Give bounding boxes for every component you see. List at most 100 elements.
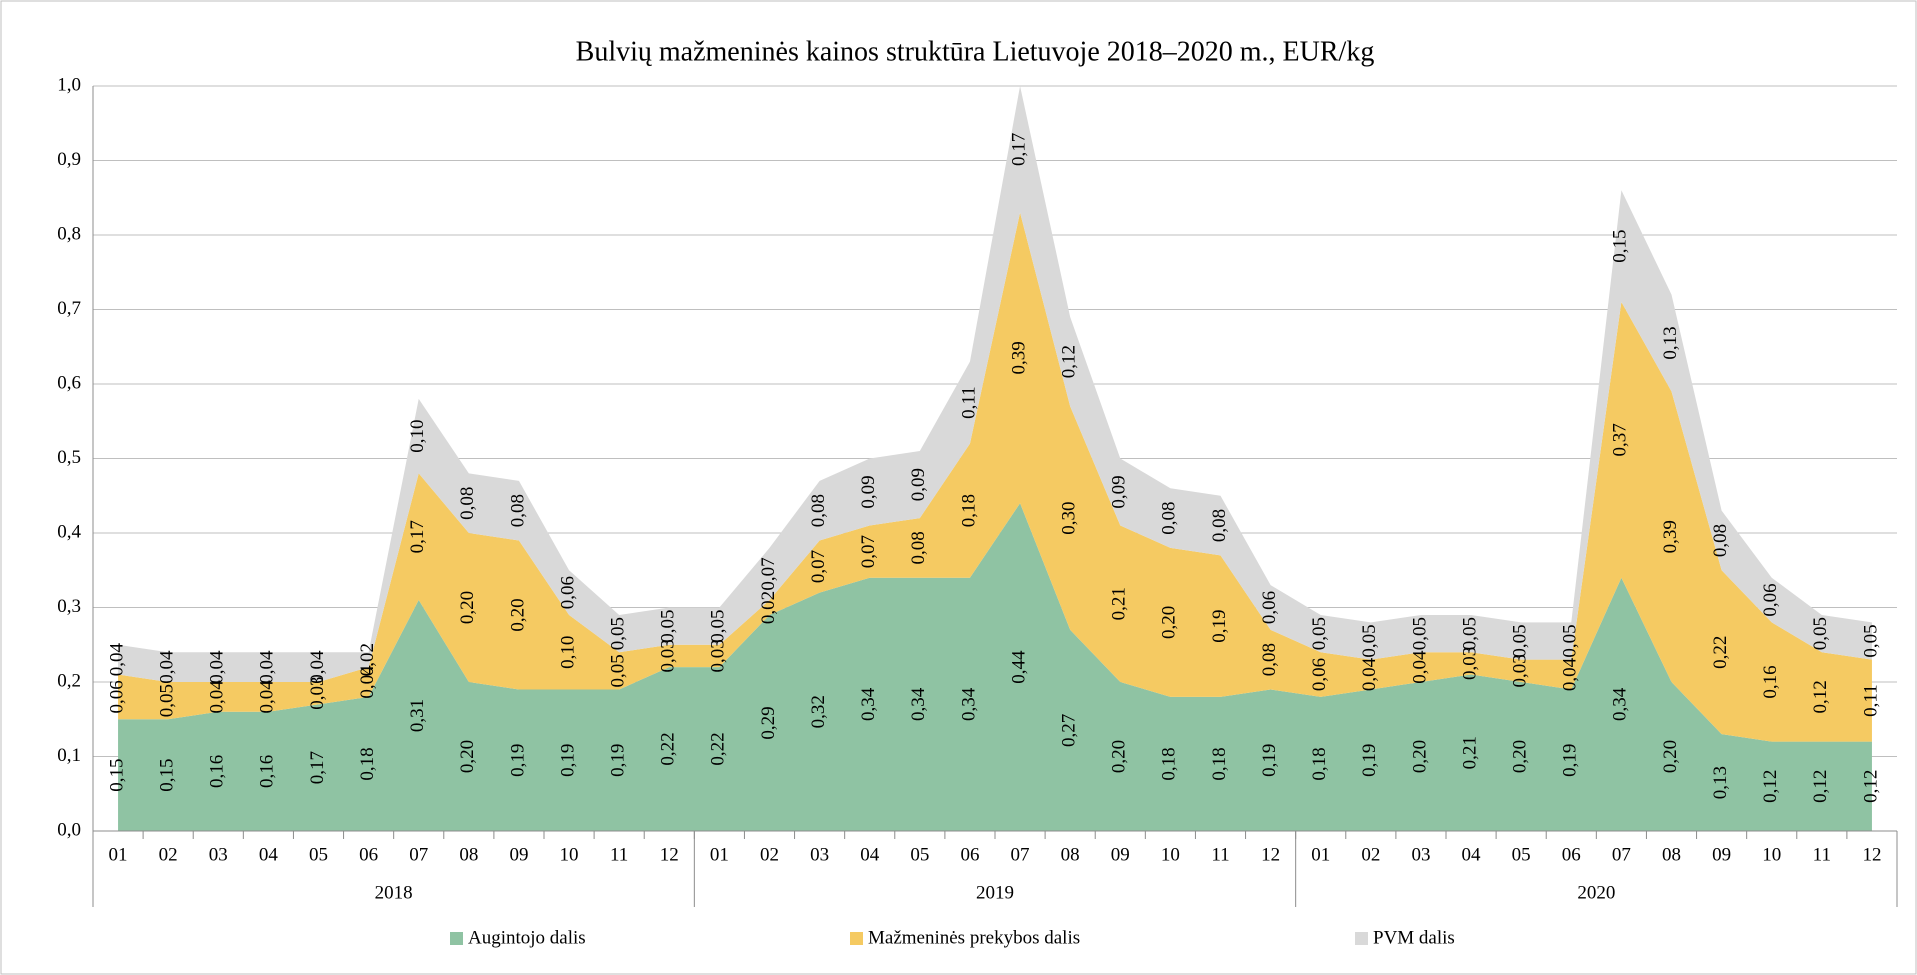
data-label: 0,04 <box>207 650 228 684</box>
x-tick-label: 06 <box>359 844 378 865</box>
data-label: 0,08 <box>1159 501 1180 534</box>
data-label: 0,12 <box>1810 680 1831 713</box>
x-tick-label: 12 <box>1862 844 1881 865</box>
x-tick-label: 02 <box>159 844 178 865</box>
x-group-label: 2020 <box>1577 882 1615 903</box>
data-label: 0,12 <box>1760 770 1781 803</box>
y-tick-label: 0,1 <box>57 745 81 766</box>
x-tick-label: 01 <box>1311 844 1330 865</box>
data-label: 0,21 <box>1459 736 1480 769</box>
x-tick-label: 04 <box>860 844 880 865</box>
x-tick-label: 04 <box>259 844 279 865</box>
data-label: 0,07 <box>858 535 879 568</box>
data-label: 0,04 <box>106 643 127 677</box>
x-tick-label: 05 <box>309 844 328 865</box>
data-label: 0,05 <box>1560 624 1581 657</box>
data-label: 0,09 <box>908 468 929 501</box>
legend-label: PVM dalis <box>1373 927 1455 948</box>
data-label: 0,06 <box>1760 583 1781 616</box>
data-label: 0,15 <box>157 759 178 792</box>
x-tick-label: 07 <box>1011 844 1030 865</box>
data-label: 0,21 <box>1109 587 1130 620</box>
x-tick-label: 11 <box>610 844 628 865</box>
x-tick-label: 12 <box>1261 844 1280 865</box>
data-label: 0,34 <box>908 687 929 721</box>
data-label: 0,37 <box>1610 423 1631 456</box>
data-label: 0,34 <box>958 687 979 721</box>
data-label: 0,03 <box>1510 654 1531 687</box>
y-tick-label: 0,4 <box>57 521 81 542</box>
x-tick-label: 09 <box>509 844 528 865</box>
data-label: 0,20 <box>1409 740 1430 773</box>
data-label: 0,17 <box>407 520 428 553</box>
data-label: 0,18 <box>958 494 979 527</box>
data-label: 0,05 <box>1510 624 1531 657</box>
data-label: 0,11 <box>958 386 979 419</box>
data-label: 0,05 <box>708 610 729 643</box>
y-tick-label: 0,6 <box>57 372 81 393</box>
data-label: 0,18 <box>1159 747 1180 780</box>
data-label: 0,05 <box>1810 617 1831 650</box>
legend-label: Mažmeninės prekybos dalis <box>868 927 1080 948</box>
data-label: 0,04 <box>1359 657 1380 691</box>
x-tick-label: 11 <box>1211 844 1229 865</box>
data-label: 0,05 <box>1860 624 1881 657</box>
data-label: 0,22 <box>1710 636 1731 669</box>
data-label: 0,08 <box>1259 643 1280 676</box>
x-tick-label: 09 <box>1111 844 1130 865</box>
data-label: 0,08 <box>1209 509 1230 542</box>
data-label: 0,19 <box>507 744 528 777</box>
x-tick-label: 06 <box>960 844 979 865</box>
data-label: 0,20 <box>1159 606 1180 639</box>
x-tick-label: 03 <box>810 844 829 865</box>
x-tick-label: 10 <box>560 844 579 865</box>
legend-label: Augintojo dalis <box>468 927 586 948</box>
data-label: 0,03 <box>307 677 328 710</box>
y-tick-label: 0,9 <box>57 149 81 170</box>
y-tick-label: 1,0 <box>57 74 81 95</box>
data-label: 0,16 <box>257 755 278 788</box>
x-tick-label: 08 <box>1061 844 1080 865</box>
data-label: 0,09 <box>858 475 879 508</box>
data-label: 0,02 <box>758 591 779 624</box>
data-label: 0,31 <box>407 699 428 732</box>
data-label: 0,30 <box>1059 501 1080 534</box>
data-label: 0,04 <box>1560 657 1581 691</box>
data-label: 0,06 <box>1309 658 1330 691</box>
data-label: 0,19 <box>1359 744 1380 777</box>
x-tick-label: 02 <box>1361 844 1380 865</box>
data-label: 0,15 <box>1610 230 1631 263</box>
data-label: 0,05 <box>1359 624 1380 657</box>
data-label: 0,34 <box>1610 687 1631 721</box>
data-label: 0,05 <box>608 654 629 687</box>
x-group-label: 2018 <box>375 882 413 903</box>
x-tick-label: 03 <box>209 844 228 865</box>
y-tick-label: 0,2 <box>57 670 81 691</box>
data-label: 0,20 <box>457 740 478 773</box>
data-label: 0,09 <box>1109 475 1130 508</box>
data-label: 0,39 <box>1660 520 1681 553</box>
x-tick-label: 04 <box>1462 844 1482 865</box>
data-label: 0,19 <box>608 744 629 777</box>
data-label: 0,12 <box>1059 345 1080 378</box>
data-label: 0,15 <box>106 759 127 792</box>
x-tick-label: 01 <box>710 844 729 865</box>
data-label: 0,05 <box>1409 617 1430 650</box>
chart-title: Bulvių mažmeninės kainos struktūra Lietu… <box>576 36 1375 67</box>
x-tick-label: 07 <box>1612 844 1631 865</box>
data-label: 0,22 <box>708 732 729 765</box>
data-label: 0,29 <box>758 706 779 739</box>
area <box>118 212 1872 742</box>
data-label: 0,04 <box>357 665 378 699</box>
data-label: 0,18 <box>1309 747 1330 780</box>
data-label: 0,08 <box>457 487 478 520</box>
data-label: 0,03 <box>658 639 679 672</box>
data-label: 0,04 <box>257 650 278 684</box>
data-label: 0,19 <box>557 744 578 777</box>
data-label: 0,06 <box>1259 591 1280 624</box>
data-label: 0,20 <box>1660 740 1681 773</box>
x-tick-label: 03 <box>1411 844 1430 865</box>
data-label: 0,07 <box>808 550 829 583</box>
x-group-label: 2019 <box>976 882 1014 903</box>
